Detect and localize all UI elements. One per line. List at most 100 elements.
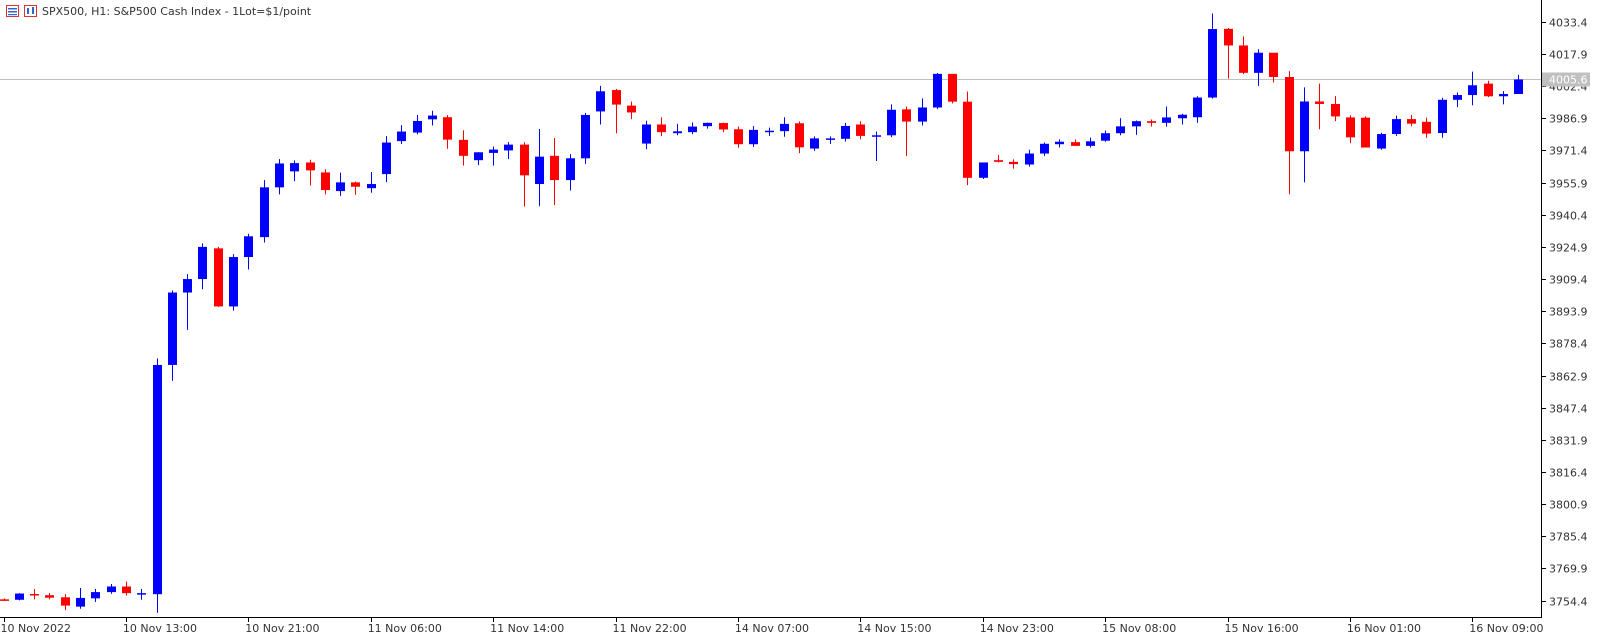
candle-body <box>107 586 116 593</box>
candle <box>1438 97 1447 138</box>
candle <box>719 122 728 133</box>
candle-body <box>1101 133 1110 141</box>
candle-body <box>244 236 253 258</box>
list-icon[interactable] <box>6 5 19 17</box>
candle-body <box>382 142 391 175</box>
candle-body <box>826 138 835 140</box>
candle <box>1514 74 1523 94</box>
candle-body <box>183 279 192 293</box>
candle <box>1025 149 1034 167</box>
candle <box>1147 119 1156 127</box>
candle-body <box>413 120 422 133</box>
candle <box>504 142 513 160</box>
x-axis: 10 Nov 2022 10 Nov 13:00 10 Nov 21:00 11 No… <box>0 617 1543 635</box>
candle-body <box>1193 97 1202 118</box>
candle-body <box>1346 117 1355 138</box>
candle <box>765 127 774 136</box>
candle-body <box>459 139 468 156</box>
candle-body <box>229 257 238 307</box>
x-tick-label: 16 Nov 01:00 <box>1347 622 1421 635</box>
candle-body <box>45 595 54 598</box>
candle <box>566 154 575 191</box>
candle-body <box>1468 85 1477 96</box>
candle <box>1269 52 1278 83</box>
candle <box>137 588 146 600</box>
y-tick-label: 3847.4 <box>1549 403 1588 416</box>
candle-body <box>948 73 957 102</box>
candle-body <box>520 144 529 176</box>
candle <box>627 101 636 120</box>
candle-body <box>612 90 621 105</box>
current-price-badge <box>1542 72 1590 87</box>
candle <box>489 146 498 166</box>
candle <box>703 122 712 129</box>
candle-body <box>336 182 345 192</box>
candle-body <box>1484 83 1493 97</box>
candle-body <box>15 593 24 600</box>
candle <box>918 98 927 126</box>
candle <box>214 246 223 307</box>
candle-body <box>673 131 682 134</box>
candle-body <box>1224 28 1233 46</box>
y-tick-label: 4033.4 <box>1549 17 1588 30</box>
candle <box>994 154 1003 163</box>
x-tick-label: 10 Nov 2022 <box>1 622 71 635</box>
candle <box>153 358 162 613</box>
candle-body <box>321 172 330 191</box>
candle-body <box>688 126 697 133</box>
candle-body <box>397 131 406 142</box>
candle-body <box>734 129 743 145</box>
current-price-label: 4005.6 <box>1549 74 1588 87</box>
candle-body <box>795 123 804 148</box>
candle-body <box>1285 76 1294 152</box>
candle <box>15 593 24 601</box>
candle <box>979 162 988 180</box>
candle-body <box>765 130 774 133</box>
y-tick-label: 3769.9 <box>1549 563 1588 576</box>
candle <box>306 159 315 186</box>
candle <box>351 181 360 195</box>
candle-body <box>642 124 651 144</box>
candle <box>198 243 207 290</box>
y-tick-label: 3878.4 <box>1549 338 1588 351</box>
candle <box>1331 96 1340 122</box>
candle <box>902 106 911 157</box>
y-tick-label: 3862.9 <box>1549 371 1588 384</box>
candle <box>443 115 452 149</box>
candle-body <box>841 125 850 139</box>
candle-body <box>1514 79 1523 94</box>
candle-body <box>994 160 1003 162</box>
y-tick-label: 3940.4 <box>1549 210 1588 223</box>
candle <box>1422 117 1431 138</box>
candle <box>1407 114 1416 127</box>
candle <box>826 136 835 144</box>
candle <box>780 117 789 137</box>
candle <box>1101 130 1110 142</box>
candle <box>1315 83 1324 130</box>
candle <box>749 125 758 147</box>
candle-body <box>1269 52 1278 77</box>
candle <box>933 73 942 110</box>
candle <box>1040 142 1049 156</box>
candle-body <box>30 593 39 596</box>
candle <box>107 584 116 594</box>
x-tick-label: 14 Nov 15:00 <box>857 622 931 635</box>
x-tick-label: 14 Nov 23:00 <box>980 622 1054 635</box>
candle <box>1484 80 1493 98</box>
candle <box>321 169 330 195</box>
candle-body <box>1407 119 1416 124</box>
x-tick-label: 14 Nov 07:00 <box>735 622 809 635</box>
candle <box>76 587 85 609</box>
chart-icon[interactable] <box>24 5 37 17</box>
x-tick-label: 10 Nov 21:00 <box>245 622 319 635</box>
candle <box>382 136 391 183</box>
y-tick-label: 3816.4 <box>1549 467 1588 480</box>
candle-body <box>1162 117 1171 123</box>
y-tick-label: 3924.9 <box>1549 242 1588 255</box>
candle-body <box>749 129 758 145</box>
candle-body <box>856 124 865 136</box>
candle-body <box>1499 93 1508 97</box>
candle <box>1071 139 1080 146</box>
candle <box>61 594 70 611</box>
